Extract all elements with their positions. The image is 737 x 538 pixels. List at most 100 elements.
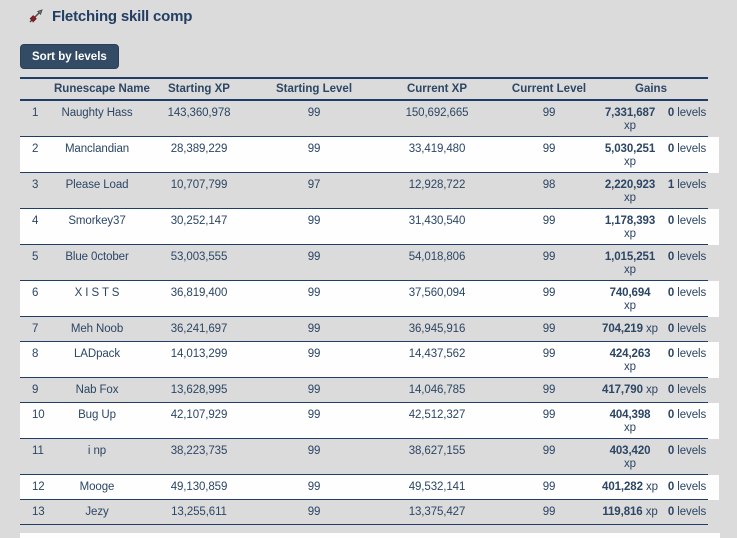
row-spacer	[708, 403, 719, 439]
current-level-cell: 99	[504, 280, 594, 317]
row-spacer	[708, 439, 719, 475]
row-spacer	[708, 173, 719, 209]
rank-cell: 13	[20, 499, 54, 525]
gains-xp-cell: 2,220,923 xp	[594, 172, 666, 209]
gains-levels-cell: 0 levels	[666, 474, 708, 500]
starting-level-cell: 99	[258, 316, 370, 342]
rank-cell: 6	[20, 280, 54, 317]
gains-xp-cell: 404,398 xp	[594, 402, 666, 439]
row-spacer	[708, 100, 719, 137]
starting-level-cell: 99	[258, 280, 370, 317]
rank-cell: 9	[20, 377, 54, 403]
starting-xp-cell: 14,013,299	[140, 341, 258, 378]
player-name-cell: Mooge	[54, 474, 140, 500]
starting-level-cell: 99	[258, 341, 370, 378]
player-name-cell: Nab Fox	[54, 377, 140, 403]
starting-level-cell: 97	[258, 172, 370, 209]
gains-xp-cell: 740,694 xp	[594, 280, 666, 317]
table-row: 10 Bug Up 42,107,929 99 42,512,327 99 40…	[20, 402, 719, 439]
gains-levels-cell: 0 levels	[666, 377, 708, 403]
rank-cell: 12	[20, 474, 54, 500]
row-spacer	[708, 378, 719, 403]
current-xp-cell: 33,419,480	[370, 136, 504, 173]
starting-level-cell: 99	[258, 474, 370, 500]
gains-xp-cell: 403,420 xp	[594, 438, 666, 475]
gains-levels-cell: 0 levels	[666, 244, 708, 281]
rank-cell: 8	[20, 341, 54, 378]
current-level-cell: 99	[504, 341, 594, 378]
starting-xp-cell: 143,360,978	[140, 100, 258, 137]
row-spacer	[708, 245, 719, 281]
current-level-cell: 99	[504, 316, 594, 342]
starting-xp-cell: 36,819,400	[140, 280, 258, 317]
next-row-peek	[20, 532, 720, 538]
rank-cell: 4	[20, 208, 54, 245]
table-row: 11 i np 38,223,735 99 38,627,155 99 403,…	[20, 438, 719, 475]
row-spacer	[708, 137, 719, 173]
current-level-cell: 99	[504, 499, 594, 525]
row-spacer	[708, 317, 719, 342]
row-spacer	[708, 342, 719, 378]
current-xp-cell: 13,375,427	[370, 499, 504, 525]
current-level-cell: 99	[504, 402, 594, 439]
gains-column-header: Gains	[594, 77, 708, 101]
gains-xp-cell: 401,282 xp	[594, 474, 666, 500]
current-xp-cell: 36,945,916	[370, 316, 504, 342]
table-row: 8 LADpack 14,013,299 99 14,437,562 99 42…	[20, 341, 719, 378]
gains-levels-cell: 0 levels	[666, 341, 708, 378]
table-row: 12 Mooge 49,130,859 99 49,532,141 99 401…	[20, 474, 719, 500]
gains-levels-cell: 0 levels	[666, 136, 708, 173]
current-xp-cell: 38,627,155	[370, 438, 504, 475]
current-level-cell: 99	[504, 208, 594, 245]
gains-levels-cell: 0 levels	[666, 402, 708, 439]
current-level-cell: 99	[504, 438, 594, 475]
current-level-cell: 99	[504, 136, 594, 173]
row-spacer	[708, 281, 719, 317]
rank-cell: 2	[20, 136, 54, 173]
player-name-cell: Naughty Hass	[54, 100, 140, 137]
starting-level-column-header: Starting Level	[258, 77, 370, 101]
table-header-row: Runescape Name Starting XP Starting Leve…	[20, 77, 719, 101]
current-level-cell: 98	[504, 172, 594, 209]
gains-levels-cell: 0 levels	[666, 499, 708, 525]
rank-cell: 3	[20, 172, 54, 209]
name-column-header: Runescape Name	[54, 77, 150, 101]
starting-xp-cell: 10,707,799	[140, 172, 258, 209]
player-name-cell: Manclandian	[54, 136, 140, 173]
starting-level-cell: 99	[258, 402, 370, 439]
current-xp-cell: 14,046,785	[370, 377, 504, 403]
player-name-cell: Jezy	[54, 499, 140, 525]
gains-levels-cell: 0 levels	[666, 280, 708, 317]
starting-xp-cell: 13,628,995	[140, 377, 258, 403]
rank-cell: 5	[20, 244, 54, 281]
table-row: 1 Naughty Hass 143,360,978 99 150,692,66…	[20, 100, 719, 137]
gains-xp-cell: 704,219 xp	[594, 316, 666, 342]
current-level-cell: 99	[504, 377, 594, 403]
starting-level-cell: 99	[258, 208, 370, 245]
row-spacer	[708, 475, 719, 500]
starting-xp-cell: 53,003,555	[140, 244, 258, 281]
table-row: 13 Jezy 13,255,611 99 13,375,427 99 119,…	[20, 499, 719, 525]
player-name-cell: Meh Noob	[54, 316, 140, 342]
starting-xp-cell: 49,130,859	[140, 474, 258, 500]
table-row: 3 Please Load 10,707,799 97 12,928,722 9…	[20, 172, 719, 209]
current-level-cell: 99	[504, 474, 594, 500]
rank-column-header	[20, 77, 54, 101]
sort-by-levels-button[interactable]: Sort by levels	[20, 44, 119, 69]
rank-cell: 7	[20, 316, 54, 342]
player-name-cell: Bug Up	[54, 402, 140, 439]
gains-xp-cell: 5,030,251 xp	[594, 136, 666, 173]
current-xp-cell: 42,512,327	[370, 402, 504, 439]
rank-cell: 10	[20, 402, 54, 439]
current-xp-cell: 12,928,722	[370, 172, 504, 209]
current-xp-cell: 14,437,562	[370, 341, 504, 378]
rank-cell: 11	[20, 438, 54, 475]
fletching-arrow-icon	[27, 8, 44, 25]
player-name-cell: i np	[54, 438, 140, 475]
current-xp-column-header: Current XP	[370, 77, 504, 101]
current-level-cell: 99	[504, 244, 594, 281]
starting-xp-cell: 30,252,147	[140, 208, 258, 245]
row-spacer	[708, 500, 719, 525]
gains-levels-cell: 0 levels	[666, 316, 708, 342]
table-row: 9 Nab Fox 13,628,995 99 14,046,785 99 41…	[20, 377, 719, 403]
